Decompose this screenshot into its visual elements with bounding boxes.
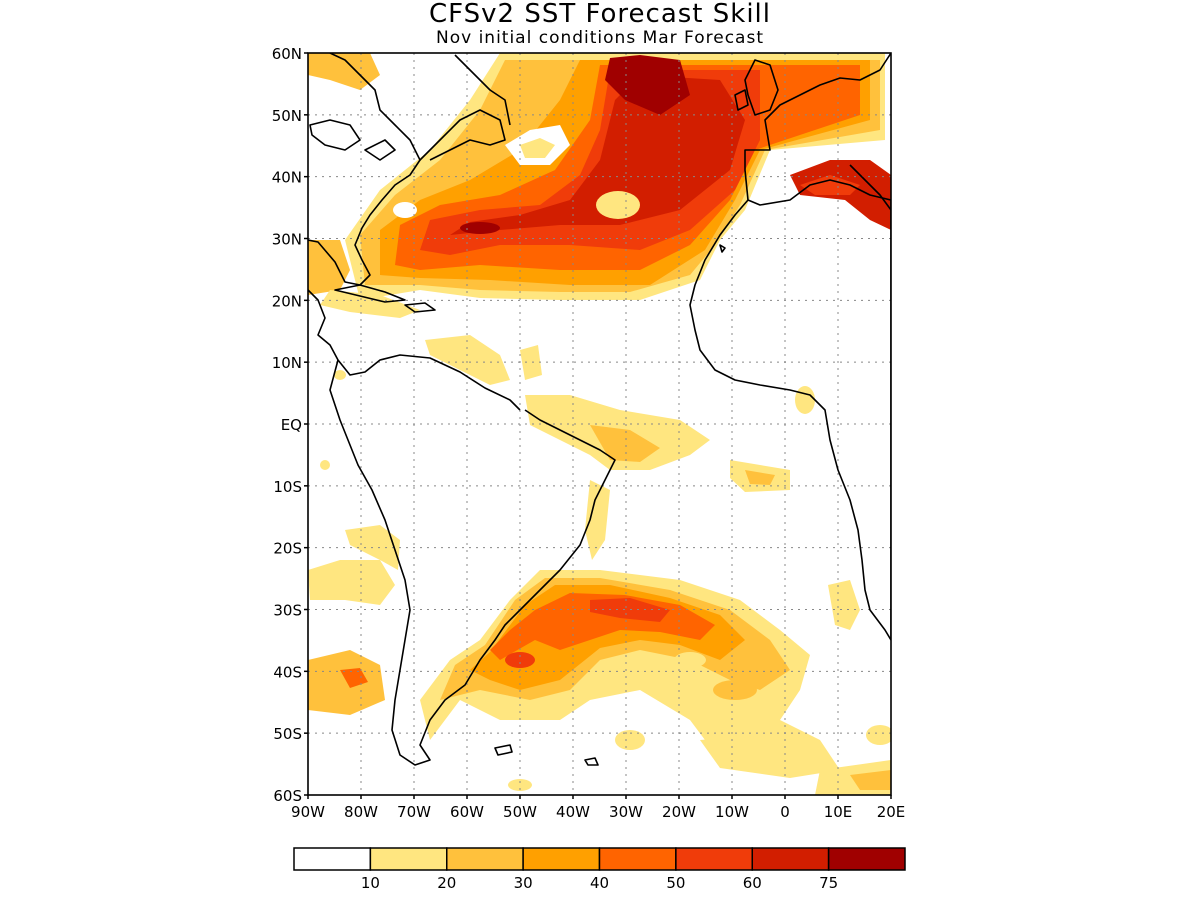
- longitude-axis: 90W 80W 70W 60W 50W 40W 30W 20W 10W 0 10E 20E: [291, 795, 905, 821]
- colorbar-swatch: [827, 847, 906, 871]
- colorbar-swatch: [522, 847, 601, 871]
- lat-tick-label: 50N: [272, 107, 302, 125]
- skill-region-gog-b: [745, 470, 775, 485]
- coast-cuba: [334, 284, 406, 303]
- coastlines: [308, 53, 891, 766]
- lat-tick-label: 10N: [272, 354, 302, 372]
- lon-tick-label: 0: [780, 803, 790, 821]
- lat-tick-label: 60S: [273, 787, 302, 805]
- coast-canary: [719, 244, 726, 253]
- lon-tick-label: 70W: [397, 803, 431, 821]
- skill-region-south-1: [700, 735, 840, 778]
- skill-hole-nh-d: [596, 191, 640, 219]
- colorbar-label: 75: [819, 874, 838, 892]
- coast-africa: [689, 199, 891, 641]
- skill-region-nh-75-b: [460, 222, 500, 234]
- lat-tick-label: 40N: [272, 169, 302, 187]
- coast-falklands: [494, 744, 513, 756]
- coast-great-lakes-b: [364, 139, 396, 161]
- lon-tick-label: 20E: [877, 803, 906, 821]
- skill-region-eq-b: [590, 425, 660, 462]
- colorbar-swatch: [675, 847, 753, 871]
- colorbar-label: 20: [437, 874, 456, 892]
- skill-region-carib: [320, 290, 420, 318]
- coast-south-georgia: [584, 757, 599, 766]
- colorbar: 10 20 30 40 50 60 75: [293, 847, 906, 892]
- lon-tick-label: 90W: [291, 803, 325, 821]
- colorbar-swatch: [293, 847, 372, 871]
- skill-region-sh-patch: [713, 680, 757, 700]
- lon-tick-label: 30W: [609, 803, 643, 821]
- skill-region-brz-coast: [585, 480, 610, 560]
- skill-region-med-b: [800, 175, 860, 195]
- skill-hole-nh-c: [393, 202, 417, 218]
- coast-ireland: [734, 89, 749, 111]
- skill-region-nh-60: [450, 75, 745, 235]
- skill-region-nw-corner: [308, 53, 380, 90]
- gridlines: [308, 53, 891, 795]
- colorbar-label: 40: [590, 874, 609, 892]
- skill-region-trop-1: [425, 335, 510, 385]
- coast-europe: [744, 53, 891, 206]
- coast-great-lakes: [309, 119, 361, 151]
- lon-tick-label: 10E: [824, 803, 853, 821]
- lat-tick-label: 50S: [273, 725, 302, 743]
- coast-hispaniola: [404, 302, 436, 313]
- map-subtitle: Nov initial conditions Mar Forecast: [435, 28, 764, 48]
- lat-tick-label: EQ: [281, 416, 302, 434]
- skill-hole-sh: [674, 652, 706, 668]
- lat-tick-label: 10S: [273, 478, 302, 496]
- colorbar-swatch: [751, 847, 830, 871]
- coast-labrador: [419, 109, 506, 161]
- skill-region-ang: [795, 386, 815, 414]
- skill-region-nh-75: [605, 55, 690, 115]
- lon-tick-label: 60W: [450, 803, 484, 821]
- coast-central-america: [308, 289, 521, 411]
- coast-british-isles: [744, 59, 779, 116]
- skill-region-trop-2: [520, 345, 542, 380]
- colorbar-label: 10: [361, 874, 380, 892]
- lat-tick-label: 20N: [272, 292, 302, 310]
- skill-hole-nh-b: [520, 138, 555, 158]
- lon-tick-label: 10W: [715, 803, 749, 821]
- colorbar-label: 50: [666, 874, 685, 892]
- colorbar-label: 60: [743, 874, 762, 892]
- lat-tick-label: 30N: [272, 231, 302, 249]
- coast-south-america: [329, 359, 616, 766]
- lon-tick-label: 40W: [556, 803, 590, 821]
- colorbar-swatch: [598, 847, 677, 871]
- skill-region-pac-1: [308, 650, 385, 715]
- skill-region-sh-50-b: [505, 652, 535, 668]
- latitude-axis: 60N 50N 40N 30N 20N 10N EQ 10S 20S 30S 40S 50S 60S: [272, 45, 308, 805]
- coast-north-america: [308, 53, 421, 286]
- lon-tick-label: 50W: [503, 803, 537, 821]
- skill-region-pac-2: [308, 560, 395, 605]
- lon-tick-label: 80W: [344, 803, 378, 821]
- skill-region-south-5: [508, 779, 532, 791]
- skill-region-gulf: [308, 240, 350, 295]
- skill-region-pac-n: [320, 460, 330, 470]
- colorbar-swatch: [446, 847, 524, 871]
- skill-region-south-4: [866, 725, 891, 745]
- lat-tick-label: 30S: [273, 602, 302, 620]
- lon-tick-label: 20W: [662, 803, 696, 821]
- lat-tick-label: 20S: [273, 540, 302, 558]
- skill-region-south-3: [615, 730, 645, 750]
- coast-newfoundland: [454, 54, 511, 126]
- lat-tick-label: 60N: [272, 45, 302, 63]
- map-title: CFSv2 SST Forecast Skill: [428, 0, 772, 29]
- colorbar-swatch: [369, 847, 448, 871]
- skill-region-pac-n2: [334, 370, 346, 380]
- lat-tick-label: 40S: [273, 663, 302, 681]
- skill-region-south-2b: [850, 770, 891, 790]
- skill-region-af-sw: [828, 580, 860, 630]
- coast-italy: [849, 164, 891, 211]
- colorbar-label: 30: [514, 874, 533, 892]
